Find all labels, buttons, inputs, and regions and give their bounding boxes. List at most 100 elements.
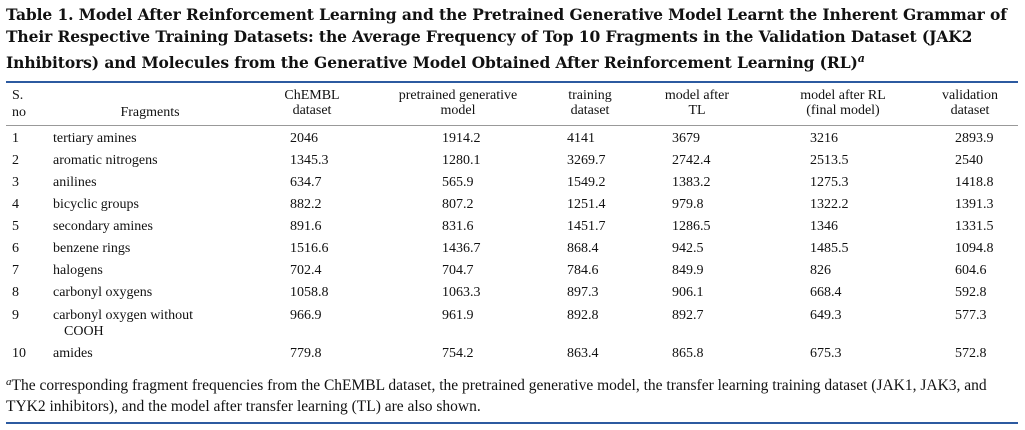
cell-fragment: tertiary amines (53, 131, 137, 146)
cell-pretrained: 565.9 (442, 175, 474, 190)
cell-tl: 865.8 (672, 346, 704, 361)
cell-rl: 3216 (810, 131, 838, 146)
cell-rl: 1346 (810, 219, 838, 234)
cell-pretrained: 1063.3 (442, 285, 481, 300)
cell-rl: 1485.5 (810, 241, 849, 256)
header-sno-line2: no (12, 105, 26, 120)
cell-chembl: 702.4 (290, 263, 322, 278)
cell-fragment: amides (53, 346, 93, 361)
cell-fragment: halogens (53, 263, 103, 278)
cell-rl: 2513.5 (810, 153, 849, 168)
cell-training: 4141 (567, 131, 595, 146)
header-validation-line2: dataset (950, 103, 990, 118)
cell-chembl: 779.8 (290, 346, 322, 361)
cell-training: 868.4 (567, 241, 599, 256)
cell-pretrained: 807.2 (442, 197, 474, 212)
cell-fragment: bicyclic groups (53, 197, 139, 212)
cell-rl: 675.3 (810, 346, 842, 361)
cell-tl: 979.8 (672, 197, 704, 212)
cell-sno: 6 (12, 241, 19, 256)
cell-tl: 1286.5 (672, 219, 711, 234)
cell-sno: 3 (12, 175, 19, 190)
cell-fragment: carbonyl oxygens (53, 285, 153, 300)
cell-sno: 8 (12, 285, 19, 300)
cell-training: 892.8 (567, 308, 599, 323)
cell-validation: 577.3 (955, 308, 987, 323)
cell-chembl: 966.9 (290, 308, 322, 323)
cell-pretrained: 831.6 (442, 219, 474, 234)
cell-pretrained: 704.7 (442, 263, 474, 278)
table-bottom-rule (6, 422, 1018, 424)
header-pretrained-line1: pretrained generative (398, 88, 518, 103)
footnote-mark: a (6, 376, 12, 388)
header-training-line2: dataset (570, 103, 610, 118)
cell-sno: 7 (12, 263, 19, 278)
cell-sno: 2 (12, 153, 19, 168)
cell-validation: 2893.9 (955, 131, 994, 146)
caption-note-mark: a (857, 52, 865, 65)
cell-fragment: carbonyl oxygen without (53, 308, 193, 323)
header-chembl-line2: dataset (292, 103, 332, 118)
cell-sno: 1 (12, 131, 19, 146)
cell-training: 1549.2 (567, 175, 606, 190)
cell-pretrained: 1436.7 (442, 241, 481, 256)
cell-fragment: anilines (53, 175, 97, 190)
cell-validation: 2540 (955, 153, 983, 168)
cell-tl: 3679 (672, 131, 700, 146)
cell-rl: 1275.3 (810, 175, 849, 190)
cell-fragment: secondary amines (53, 219, 153, 234)
header-fragments: Fragments (120, 105, 180, 120)
table-top-rule (6, 81, 1018, 83)
cell-tl: 1383.2 (672, 175, 711, 190)
cell-tl: 942.5 (672, 241, 704, 256)
header-tl-line2: TL (688, 103, 706, 118)
cell-validation: 1094.8 (955, 241, 994, 256)
cell-validation: 1418.8 (955, 175, 994, 190)
cell-tl: 2742.4 (672, 153, 711, 168)
cell-fragment-line2: COOH (64, 324, 104, 339)
cell-rl: 1322.2 (810, 197, 849, 212)
cell-sno: 9 (12, 308, 19, 323)
table-footnote: aThe corresponding fragment frequencies … (6, 372, 1021, 417)
cell-rl: 668.4 (810, 285, 842, 300)
cell-validation: 604.6 (955, 263, 987, 278)
cell-tl: 906.1 (672, 285, 704, 300)
cell-validation: 1391.3 (955, 197, 994, 212)
cell-fragment: benzene rings (53, 241, 131, 256)
cell-chembl: 1058.8 (290, 285, 329, 300)
cell-training: 1451.7 (567, 219, 606, 234)
header-chembl-line1: ChEMBL (284, 88, 340, 103)
cell-chembl: 1516.6 (290, 241, 329, 256)
header-tl-line1: model after (664, 88, 730, 103)
cell-rl: 826 (810, 263, 831, 278)
cell-chembl: 1345.3 (290, 153, 329, 168)
cell-chembl: 2046 (290, 131, 318, 146)
cell-training: 863.4 (567, 346, 599, 361)
cell-training: 3269.7 (567, 153, 606, 168)
header-training-line1: training (568, 88, 612, 103)
cell-training: 897.3 (567, 285, 599, 300)
cell-chembl: 891.6 (290, 219, 322, 234)
header-validation-line1: validation (942, 88, 998, 103)
cell-chembl: 882.2 (290, 197, 322, 212)
cell-fragment: aromatic nitrogens (53, 153, 158, 168)
cell-pretrained: 961.9 (442, 308, 474, 323)
table-header-rule (6, 125, 1018, 126)
cell-validation: 592.8 (955, 285, 987, 300)
header-pretrained-line2: model (440, 103, 476, 118)
cell-sno: 4 (12, 197, 19, 212)
table-caption: Table 1. Model After Reinforcement Learn… (6, 4, 1018, 74)
footnote-text: The corresponding fragment frequencies f… (6, 377, 987, 415)
header-rl-line2: (final model) (806, 103, 880, 118)
caption-title: Table 1. Model After Reinforcement Learn… (6, 5, 1007, 72)
cell-sno: 5 (12, 219, 19, 234)
cell-tl: 849.9 (672, 263, 704, 278)
cell-pretrained: 754.2 (442, 346, 474, 361)
cell-tl: 892.7 (672, 308, 704, 323)
cell-chembl: 634.7 (290, 175, 322, 190)
cell-validation: 1331.5 (955, 219, 994, 234)
header-sno-line1: S. (12, 88, 24, 103)
cell-training: 1251.4 (567, 197, 606, 212)
header-rl-line1: model after RL (800, 88, 886, 103)
cell-validation: 572.8 (955, 346, 987, 361)
